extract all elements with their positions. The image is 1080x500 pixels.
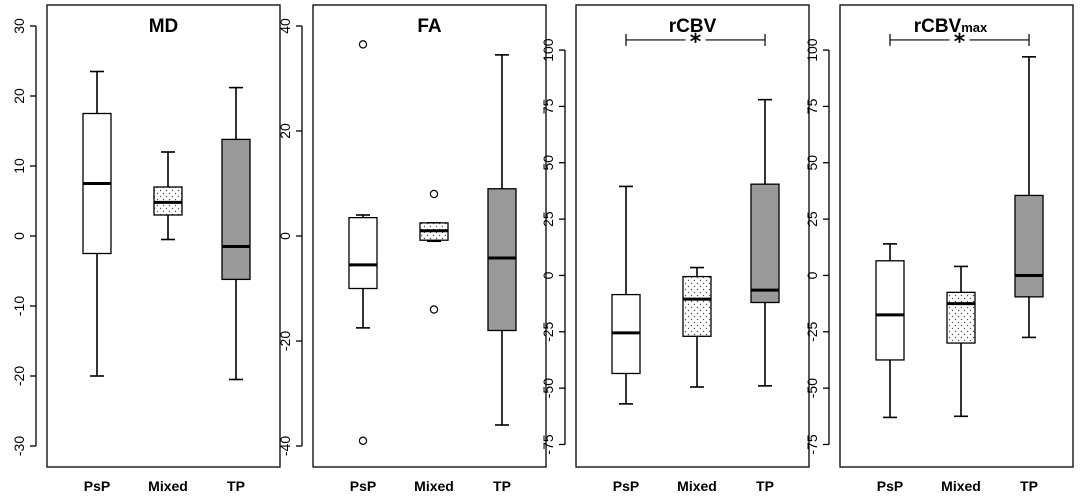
x-category-label: PsP	[613, 478, 639, 494]
x-category-label: Mixed	[677, 478, 717, 494]
y-tick-label: 20	[277, 123, 293, 139]
y-tick-label: 0	[277, 232, 293, 240]
y-tick-label: 0	[804, 271, 820, 279]
x-category-label: Mixed	[414, 478, 454, 494]
y-tick-label: 25	[804, 211, 820, 227]
y-tick-label: 50	[540, 155, 556, 171]
y-tick-label: 40	[277, 18, 293, 34]
y-tick-label: -40	[277, 436, 293, 456]
y-tick-label: 25	[540, 211, 556, 227]
outlier-point	[358, 436, 368, 445]
chart-panel-2: -75 -50 -25 0 25 50 75 100 PsP Mixed TP rCBV*	[540, 4, 810, 494]
y-tick-label: -20	[277, 331, 293, 351]
y-tick-label: -25	[540, 321, 556, 341]
panel-title: FA	[417, 16, 442, 37]
y-tick-label: -20	[11, 366, 27, 386]
panel-title: MD	[149, 16, 179, 37]
outlier-point	[429, 189, 439, 199]
x-category-label: TP	[1020, 478, 1038, 494]
box-mixed	[682, 266, 712, 388]
box-mixed	[153, 151, 183, 241]
y-tick-label: -75	[540, 434, 556, 454]
box-mixed	[946, 265, 976, 418]
y-tick-label: -25	[804, 321, 820, 341]
iqr-box	[875, 260, 905, 361]
significance-star: *	[690, 30, 702, 55]
x-category-label: PsP	[84, 478, 110, 494]
y-tick-label: 0	[11, 232, 27, 240]
iqr-box	[487, 188, 517, 332]
outlier-point	[358, 40, 368, 49]
chart-panel-0: -30 -20 -10 0 10 20 30 PsP Mixed TP MD	[11, 4, 281, 494]
y-tick-label: -30	[11, 436, 27, 456]
box-tp	[221, 86, 251, 381]
box-tp	[750, 98, 780, 387]
chart-panel-1: -40 -20 0 20 40 PsP Mixed TP FA	[277, 4, 547, 494]
iqr-box	[750, 183, 780, 304]
x-category-label: Mixed	[148, 478, 188, 494]
plot-frame	[839, 4, 1074, 468]
panel-title: rCBVmax	[914, 16, 988, 37]
box-psp	[875, 243, 905, 419]
plot-frame	[312, 4, 547, 468]
significance-bracket: *	[625, 30, 766, 55]
outlier-point	[429, 305, 439, 314]
significance-bracket: *	[889, 30, 1030, 55]
x-category-label: PsP	[350, 478, 376, 494]
significance-star: *	[954, 30, 966, 55]
iqr-box	[946, 291, 976, 344]
y-tick-label: -10	[11, 296, 27, 316]
iqr-box	[682, 275, 712, 337]
y-tick-label: 75	[804, 98, 820, 114]
box-mixed	[419, 189, 449, 314]
y-tick-label: 10	[11, 158, 27, 174]
y-tick-label: -75	[804, 434, 820, 454]
y-tick-label: 50	[804, 155, 820, 171]
y-tick-label: -50	[540, 378, 556, 398]
x-category-label: TP	[227, 478, 245, 494]
box-tp	[487, 54, 517, 426]
chart-panel-3: -75 -50 -25 0 25 50 75 100 PsP Mixed TP rCBVmax*	[804, 4, 1074, 494]
x-category-label: PsP	[877, 478, 903, 494]
plot-frame	[575, 4, 810, 468]
panel-title: rCBV	[669, 16, 717, 37]
box-psp	[82, 70, 112, 377]
y-tick-label: 75	[540, 98, 556, 114]
box-tp	[1014, 56, 1044, 339]
y-tick-label: 0	[540, 271, 556, 279]
iqr-box	[348, 216, 378, 290]
y-tick-label: -50	[804, 378, 820, 398]
y-tick-label: 20	[11, 88, 27, 104]
y-tick-label: 100	[540, 38, 556, 62]
box-psp	[348, 40, 378, 445]
iqr-box	[1014, 194, 1044, 298]
y-tick-label: 30	[11, 18, 27, 34]
x-category-label: TP	[493, 478, 511, 494]
plot-frame	[46, 4, 281, 468]
x-category-label: TP	[756, 478, 774, 494]
box-psp	[611, 185, 641, 405]
iqr-box	[221, 138, 251, 281]
x-category-label: Mixed	[941, 478, 981, 494]
y-tick-label: 100	[804, 38, 820, 62]
